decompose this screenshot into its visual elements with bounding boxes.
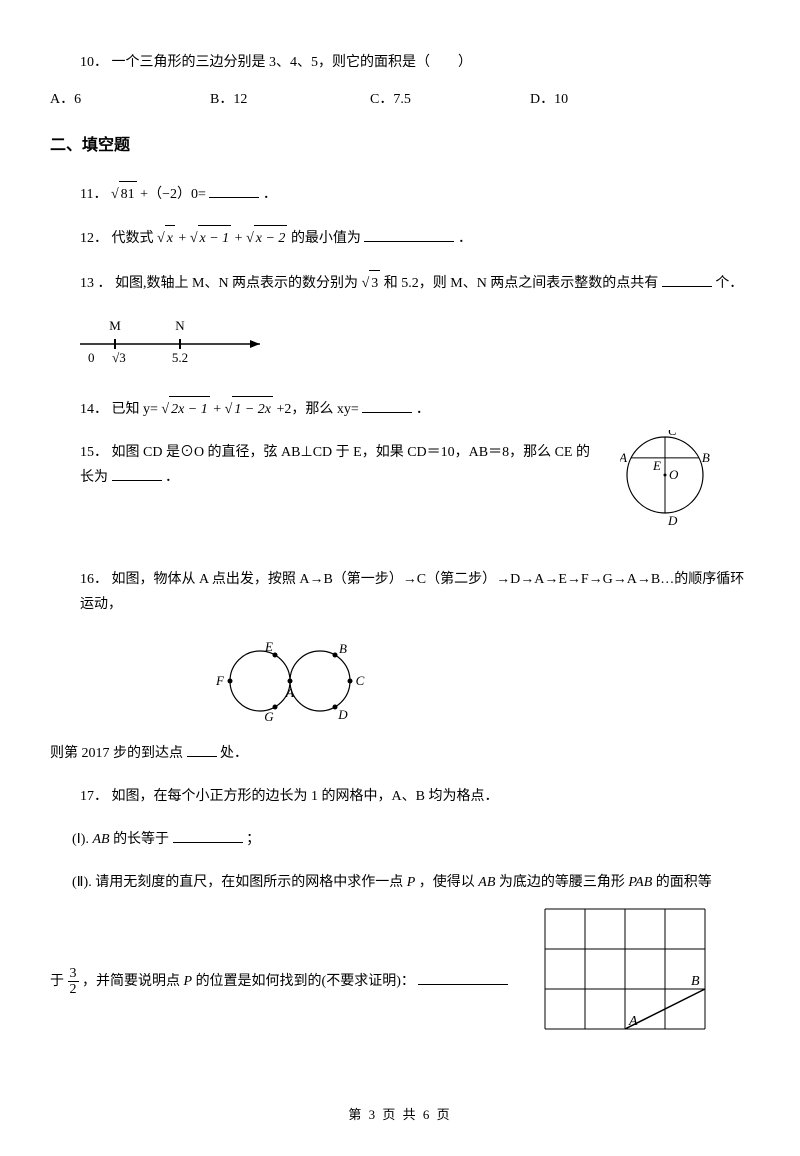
svg-text:B: B [339,641,347,656]
q17-part2-line1: (Ⅱ). 请用无刻度的直尺，在如图所示的网格中求作一点 P ，使得以 AB 为底… [72,870,750,895]
q12-number: 12． [80,231,108,246]
svg-text:B: B [691,974,700,989]
q16-number: 16． [80,572,108,587]
q16-tail: 则第 2017 步的到达点 处． [50,741,750,766]
sqrt-icon: √1 − 2x [225,396,273,422]
q15-number: 15． [80,445,108,460]
question-14: 14． 已知 y= √2x − 1 + √1 − 2x +2，那么 xy= ． [80,396,750,422]
q10-number: 10． [80,55,108,70]
q15-tail: ． [165,470,179,485]
svg-text:N: N [175,318,185,333]
blank [662,272,712,287]
svg-text:E: E [652,458,661,473]
q14-number: 14． [80,402,108,417]
svg-text:C: C [356,673,365,688]
svg-text:O: O [669,467,679,482]
sqrt-icon: √81 [111,181,137,207]
q17-text: 如图，在每个小正方形的边长为 1 的网格中，A、B 均为格点． [112,789,499,804]
question-12: 12． 代数式 √x + √x − 1 + √x − 2 的最小值为 ． [80,225,750,251]
svg-text:F: F [215,673,225,688]
section-2-title: 二、填空题 [50,132,750,161]
q10-text: 一个三角形的三边分别是 3、4、5，则它的面积是（ ） [112,55,473,70]
loop-diagram: A B C D E F G [210,636,750,735]
question-10: 10． 一个三角形的三边分别是 3、4、5，则它的面积是（ ） [80,50,750,75]
q10-opt-d: D．10 [530,87,690,112]
svg-text:G: G [264,709,274,724]
number-line-diagram: M N 0 √3 5.2 [70,314,750,378]
q13-tail: 个． [715,276,743,291]
blank [364,227,454,242]
q11-number: 11． [80,187,107,202]
q10-options: A．6 B．12 C．7.5 D．10 [50,87,750,112]
svg-text:5.2: 5.2 [172,350,188,365]
svg-text:E: E [264,639,273,654]
q12-post: 的最小值为 [291,231,361,246]
q10-opt-c: C．7.5 [370,87,530,112]
svg-text:B: B [702,450,710,465]
question-16: 16． 如图，物体从 A 点出发，按照 A→B（第一步）→C（第二步）→D→A→… [80,567,750,617]
q10-opt-b: B．12 [210,87,370,112]
sqrt-icon: √3 [362,270,381,296]
blank [173,828,243,843]
page-footer: 第 3 页 共 6 页 [50,1103,750,1126]
q17-number: 17． [80,789,108,804]
q14-post: +2，那么 xy= [277,402,359,417]
q17-part1: (Ⅰ). AB 的长等于 ； [72,827,750,852]
q16-text: 如图，物体从 A 点出发，按照 A→B（第一步）→C（第二步）→D→A→E→F→… [80,572,744,612]
svg-text:D: D [667,513,678,528]
sqrt-icon: √2x − 1 [161,396,209,422]
blank [187,742,217,757]
fraction: 3 2 [68,966,79,998]
svg-text:0: 0 [88,350,95,365]
svg-text:√3: √3 [112,350,126,365]
svg-text:A: A [620,450,627,465]
q13-pre: 如图,数轴上 M、N 两点表示的数分别为 [115,276,358,291]
sqrt-icon: √x [157,225,175,251]
grid-diagram: AB [535,904,720,1053]
q11-tail: ． [263,187,277,202]
question-11: 11． √81 +（−2）0= ． [80,181,750,207]
q12-pre: 代数式 [112,231,154,246]
blank [362,398,412,413]
question-17: 17． 如图，在每个小正方形的边长为 1 的网格中，A、B 均为格点． [80,784,750,809]
blank [209,183,259,198]
blank [418,970,508,985]
q13-post: 和 5.2，则 M、N 两点之间表示整数的点共有 [384,276,659,291]
sqrt-icon: √x − 2 [246,225,287,251]
circle-diagram: C D A B EO [620,430,720,539]
q12-tail: ． [458,231,472,246]
svg-text:D: D [337,707,348,722]
sqrt-icon: √x − 1 [190,225,231,251]
svg-text:A: A [285,685,294,700]
q14-pre: 已知 y= [112,402,158,417]
svg-text:C: C [668,430,677,438]
question-13: 13 ． 如图,数轴上 M、N 两点表示的数分别为 √3 和 5.2，则 M、N… [80,270,750,296]
blank [112,466,162,481]
q11-post: +（−2）0= [140,187,206,202]
q10-opt-a: A．6 [50,87,210,112]
svg-text:A: A [628,1014,638,1029]
q14-tail: ． [416,402,430,417]
svg-text:M: M [109,318,121,333]
q13-number: 13 ． [80,276,112,291]
